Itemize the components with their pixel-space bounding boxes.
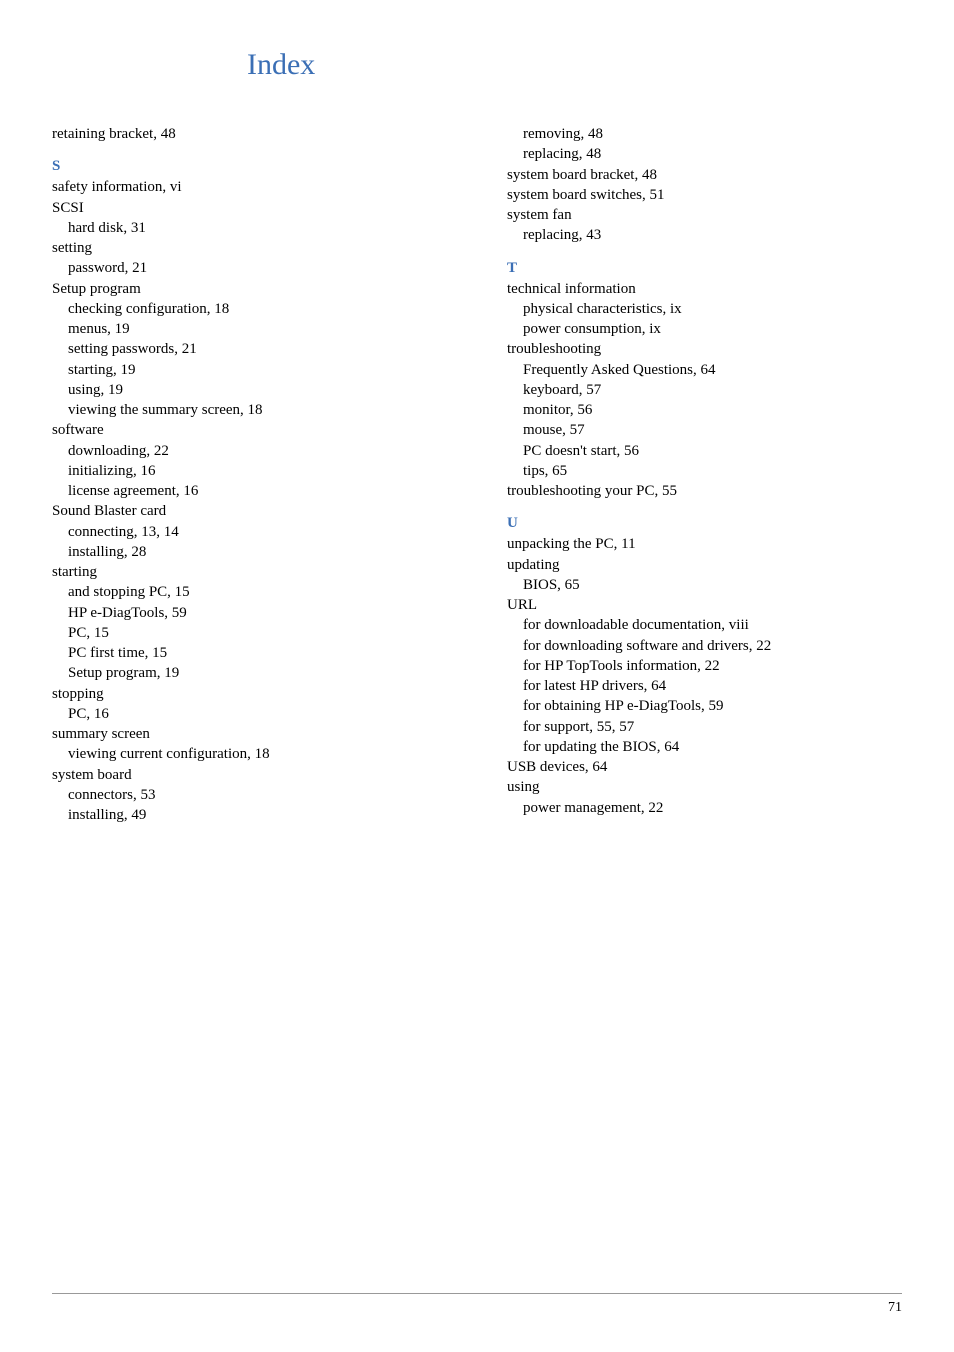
page-title: Index	[247, 48, 902, 82]
index-entry: PC doesn't start, 56	[507, 441, 902, 461]
index-entry: PC, 16	[52, 704, 447, 724]
section-letter: S	[52, 158, 447, 175]
page-number: 71	[888, 1300, 902, 1315]
index-entry: troubleshooting your PC, 55	[507, 481, 902, 501]
index-entry: power consumption, ix	[507, 319, 902, 339]
index-entry: tips, 65	[507, 461, 902, 481]
index-entry: and stopping PC, 15	[52, 582, 447, 602]
index-entry: setting	[52, 238, 447, 258]
section-letter: T	[507, 260, 902, 277]
index-entry: setting passwords, 21	[52, 339, 447, 359]
index-entry: using, 19	[52, 380, 447, 400]
index-entry: system board switches, 51	[507, 185, 902, 205]
index-entry: starting	[52, 562, 447, 582]
index-entry: SCSI	[52, 198, 447, 218]
index-entry: for obtaining HP e-DiagTools, 59	[507, 696, 902, 716]
index-entry: connectors, 53	[52, 785, 447, 805]
index-entry: power management, 22	[507, 798, 902, 818]
index-entry: replacing, 43	[507, 225, 902, 245]
index-entry: Frequently Asked Questions, 64	[507, 360, 902, 380]
index-entry: menus, 19	[52, 319, 447, 339]
index-entry: hard disk, 31	[52, 218, 447, 238]
index-entry: PC, 15	[52, 623, 447, 643]
index-entry: BIOS, 65	[507, 575, 902, 595]
index-entry: updating	[507, 555, 902, 575]
index-entry: stopping	[52, 684, 447, 704]
index-entry: Setup program	[52, 279, 447, 299]
index-entry: Setup program, 19	[52, 663, 447, 683]
index-entry: for updating the BIOS, 64	[507, 737, 902, 757]
index-entry: HP e-DiagTools, 59	[52, 603, 447, 623]
index-entry: monitor, 56	[507, 400, 902, 420]
index-entry: installing, 49	[52, 805, 447, 825]
index-entry: password, 21	[52, 258, 447, 278]
index-entry: viewing current configuration, 18	[52, 744, 447, 764]
index-entry: system fan	[507, 205, 902, 225]
index-entry: downloading, 22	[52, 441, 447, 461]
index-columns: retaining bracket, 48 Ssafety information…	[52, 124, 902, 825]
index-entry: summary screen	[52, 724, 447, 744]
index-entry: unpacking the PC, 11	[507, 534, 902, 554]
index-entry: safety information, vi	[52, 177, 447, 197]
index-entry: using	[507, 777, 902, 797]
index-entry: system board bracket, 48	[507, 165, 902, 185]
index-entry: for downloading software and drivers, 22	[507, 636, 902, 656]
index-entry: Sound Blaster card	[52, 501, 447, 521]
index-entry: for latest HP drivers, 64	[507, 676, 902, 696]
right-column: removing, 48replacing, 48system board br…	[507, 124, 902, 825]
left-column: retaining bracket, 48 Ssafety information…	[52, 124, 447, 825]
index-entry: USB devices, 64	[507, 757, 902, 777]
index-entry: starting, 19	[52, 360, 447, 380]
index-entry: installing, 28	[52, 542, 447, 562]
index-entry: technical information	[507, 279, 902, 299]
index-entry: replacing, 48	[507, 144, 902, 164]
index-entry: system board	[52, 765, 447, 785]
index-entry: for support, 55, 57	[507, 717, 902, 737]
index-entry: checking configuration, 18	[52, 299, 447, 319]
index-entry: URL	[507, 595, 902, 615]
index-entry: PC first time, 15	[52, 643, 447, 663]
index-entry: for downloadable documentation, viii	[507, 615, 902, 635]
index-entry: viewing the summary screen, 18	[52, 400, 447, 420]
index-entry: mouse, 57	[507, 420, 902, 440]
index-entry: removing, 48	[507, 124, 902, 144]
index-entry: retaining bracket, 48	[52, 124, 447, 144]
index-entry: connecting, 13, 14	[52, 522, 447, 542]
index-entry: keyboard, 57	[507, 380, 902, 400]
index-entry: physical characteristics, ix	[507, 299, 902, 319]
index-entry: initializing, 16	[52, 461, 447, 481]
index-entry: software	[52, 420, 447, 440]
index-entry: license agreement, 16	[52, 481, 447, 501]
index-entry: for HP TopTools information, 22	[507, 656, 902, 676]
page-footer: 71	[52, 1293, 902, 1316]
section-letter: U	[507, 515, 902, 532]
index-entry: troubleshooting	[507, 339, 902, 359]
